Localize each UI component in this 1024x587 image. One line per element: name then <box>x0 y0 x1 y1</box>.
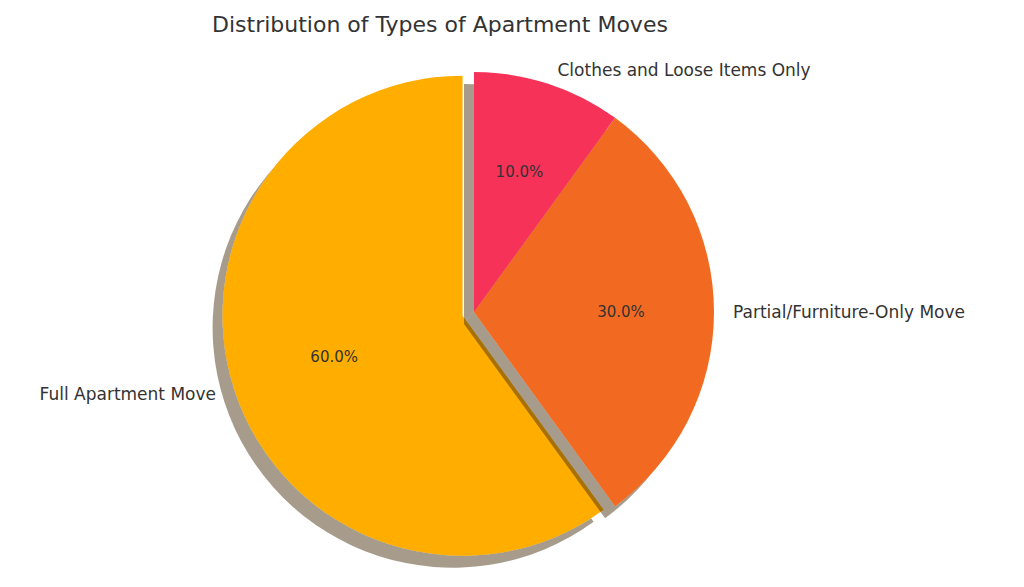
svg-text:Partial/Furniture-Only Move: Partial/Furniture-Only Move <box>733 302 965 322</box>
svg-text:Clothes and Loose Items Only: Clothes and Loose Items Only <box>557 60 810 80</box>
svg-text:30.0%: 30.0% <box>597 303 645 321</box>
svg-text:Distribution of Types of Apart: Distribution of Types of Apartment Moves <box>212 12 668 37</box>
svg-text:60.0%: 60.0% <box>310 348 358 366</box>
svg-text:Full Apartment Move: Full Apartment Move <box>40 384 216 404</box>
svg-text:10.0%: 10.0% <box>496 163 544 181</box>
